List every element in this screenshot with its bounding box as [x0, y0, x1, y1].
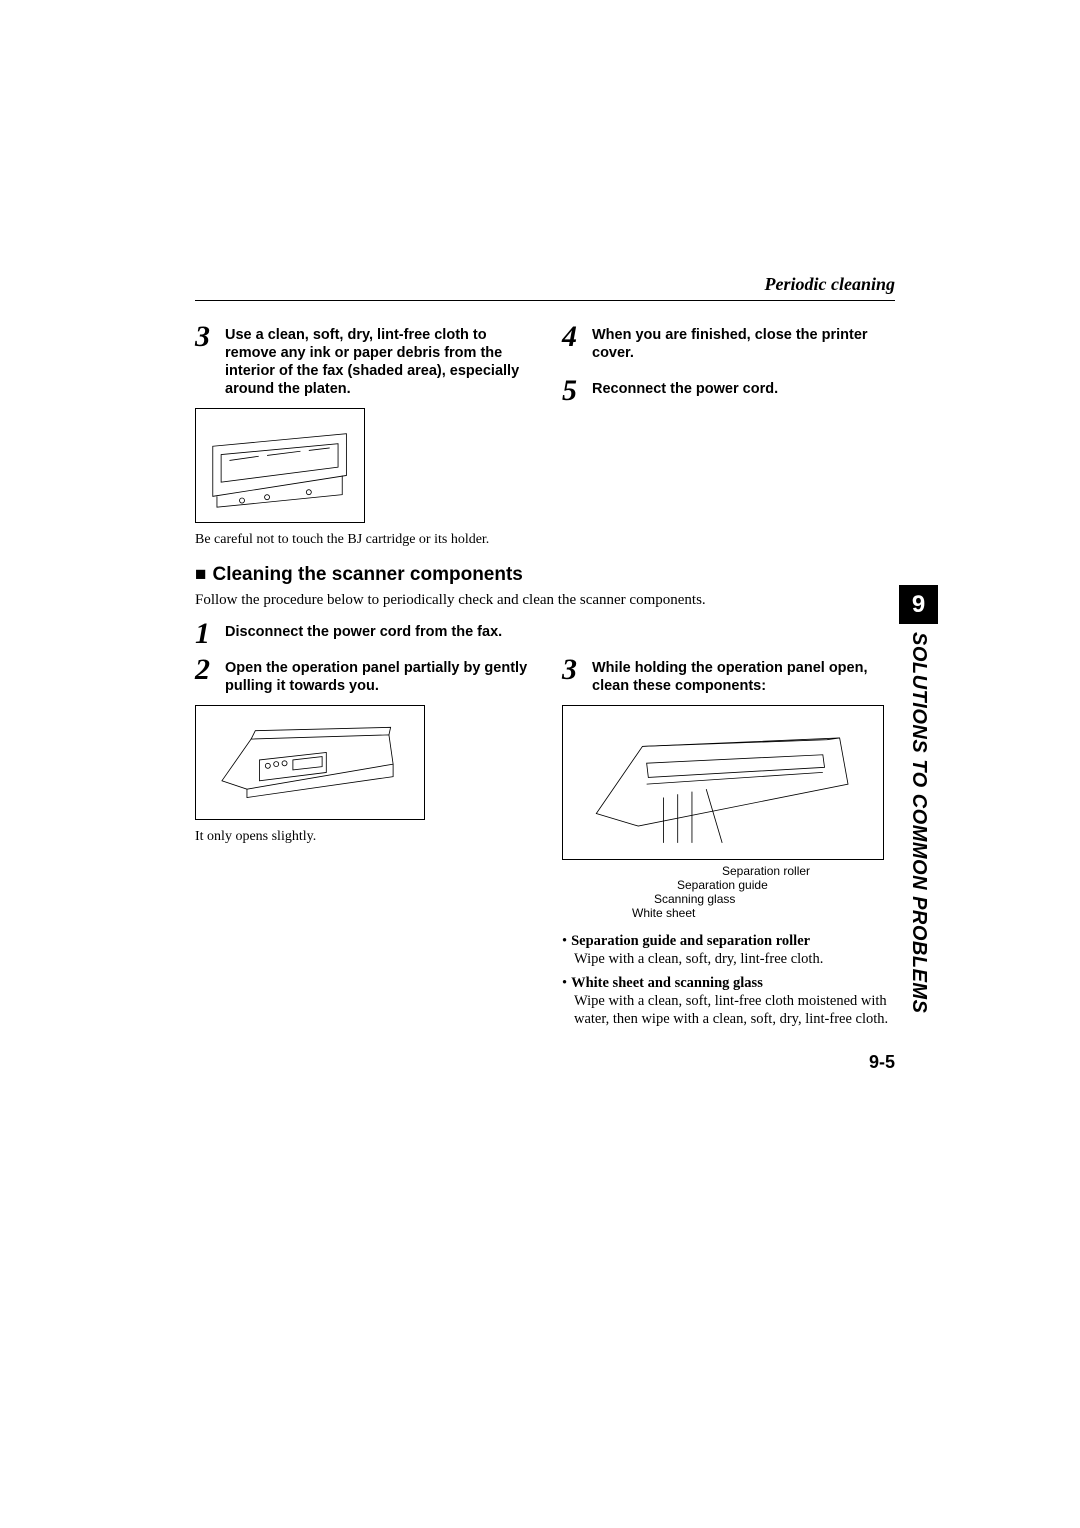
figure-callouts: Separation roller Separation guide Scann…	[632, 864, 895, 920]
step-number: 4	[562, 324, 584, 362]
page-number: 9-5	[195, 1052, 895, 1073]
section2-heading: ■ Cleaning the scanner components	[195, 564, 895, 586]
step-2: 2 Open the operation panel partially by …	[195, 657, 528, 695]
figure-operation-panel	[195, 705, 425, 820]
step-text: Disconnect the power cord from the fax.	[225, 621, 502, 647]
detail-item-2-lead: White sheet and scanning glass	[571, 975, 763, 991]
section1-col-right: 4 When you are finished, close the print…	[562, 324, 895, 549]
step-number: 5	[562, 378, 584, 404]
step-text: Reconnect the power cord.	[592, 378, 778, 404]
chapter-tab: 9 SOLUTIONS TO COMMON PROBLEMS	[899, 585, 938, 1062]
section2-col-right: 3 While holding the operation panel open…	[562, 657, 895, 1034]
step-2-note: It only opens slightly.	[195, 828, 528, 846]
chapter-tab-text: SOLUTIONS TO COMMON PROBLEMS	[907, 632, 930, 1062]
section2-col-left: 2 Open the operation panel partially by …	[195, 657, 528, 1034]
figure-svg	[204, 417, 355, 513]
detail-item-1: •Separation guide and separation roller …	[562, 932, 895, 968]
step-number: 3	[562, 657, 584, 695]
step-text: Use a clean, soft, dry, lint-free cloth …	[225, 324, 528, 398]
heading-bullet-icon: ■	[195, 564, 206, 585]
detail-item-2-body: Wipe with a clean, soft, lint-free cloth…	[574, 993, 888, 1027]
figure-printer-interior	[195, 408, 365, 523]
detail-item-1-body: Wipe with a clean, soft, dry, lint-free …	[574, 951, 823, 967]
detail-item-1-lead: Separation guide and separation roller	[571, 933, 810, 949]
section2-intro: Follow the procedure below to periodical…	[195, 592, 895, 609]
step-text: While holding the operation panel open, …	[592, 657, 895, 695]
figure-svg	[579, 717, 867, 847]
running-head: Periodic cleaning	[765, 274, 895, 295]
step-5: 5 Reconnect the power cord.	[562, 378, 895, 404]
step-text: Open the operation panel partially by ge…	[225, 657, 528, 695]
header-rule	[195, 300, 895, 301]
callout-separation-guide: Separation guide	[677, 878, 895, 892]
detail-item-2: •White sheet and scanning glass Wipe wit…	[562, 974, 895, 1028]
section2-columns: 2 Open the operation panel partially by …	[195, 657, 895, 1034]
callout-scanning-glass: Scanning glass	[654, 892, 895, 906]
section1-columns: 3 Use a clean, soft, dry, lint-free clot…	[195, 324, 895, 549]
chapter-tab-number: 9	[899, 585, 938, 624]
step-3-note: Be careful not to touch the BJ cartridge…	[195, 531, 528, 549]
step-1: 1 Disconnect the power cord from the fax…	[195, 621, 895, 647]
step-number: 2	[195, 657, 217, 695]
step-3b: 3 While holding the operation panel open…	[562, 657, 895, 695]
step-text: When you are finished, close the printer…	[592, 324, 895, 362]
step-4: 4 When you are finished, close the print…	[562, 324, 895, 362]
bullet-icon: •	[562, 975, 571, 991]
section1-col-left: 3 Use a clean, soft, dry, lint-free clot…	[195, 324, 528, 549]
bullet-icon: •	[562, 933, 571, 949]
step-3: 3 Use a clean, soft, dry, lint-free clot…	[195, 324, 528, 398]
section2: ■ Cleaning the scanner components Follow …	[195, 564, 895, 1034]
step-number: 1	[195, 621, 217, 647]
figure-svg	[207, 714, 412, 810]
callout-separation-roller: Separation roller	[722, 864, 895, 878]
callout-white-sheet: White sheet	[632, 906, 895, 920]
heading-text: Cleaning the scanner components	[212, 564, 522, 585]
figure-scanner-components	[562, 705, 884, 860]
step-number: 3	[195, 324, 217, 398]
component-detail-list: •Separation guide and separation roller …	[562, 932, 895, 1028]
